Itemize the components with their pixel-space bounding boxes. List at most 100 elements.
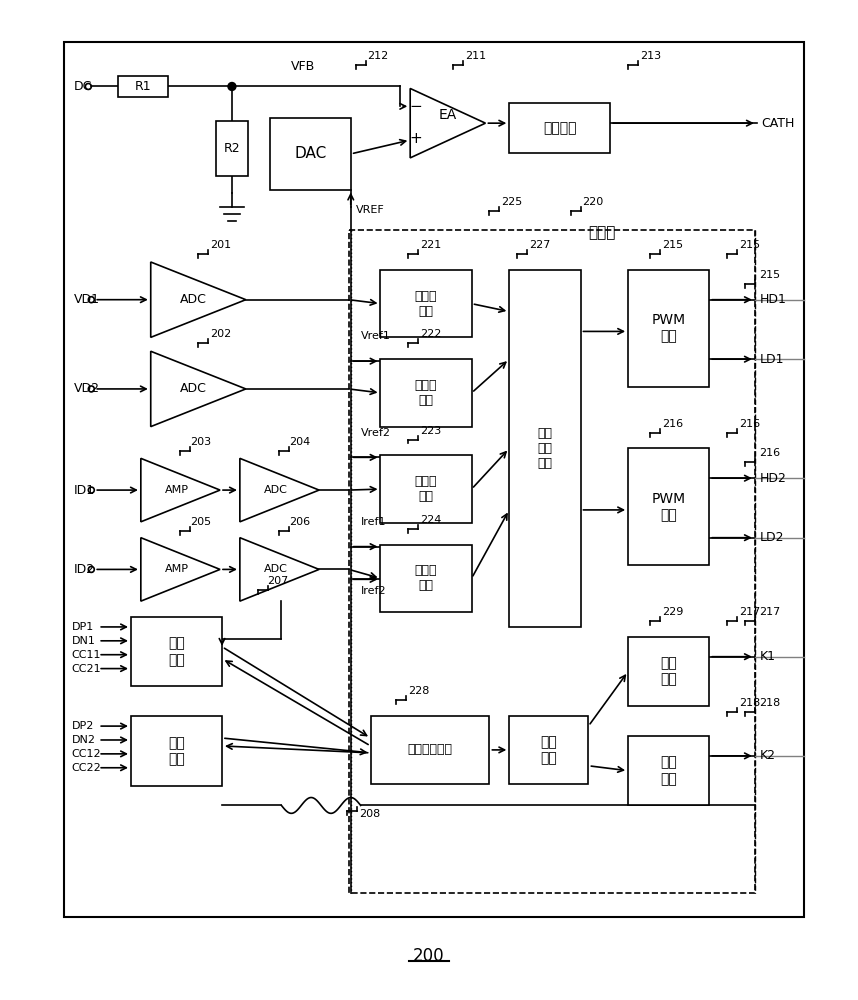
Bar <box>63 42 804 916</box>
Text: CATH: CATH <box>762 117 795 130</box>
Text: ADC: ADC <box>180 382 207 395</box>
Bar <box>628 448 710 565</box>
Bar <box>371 716 489 784</box>
Text: 216: 216 <box>758 448 780 458</box>
Text: 212: 212 <box>367 51 389 61</box>
Text: HD2: HD2 <box>759 472 787 485</box>
Text: VD1: VD1 <box>74 293 100 306</box>
Text: 220: 220 <box>583 197 604 207</box>
Text: 协议
接口: 协议 接口 <box>168 736 184 766</box>
Text: 201: 201 <box>210 240 232 250</box>
Text: 环路补偿: 环路补偿 <box>543 121 577 135</box>
Text: ADC: ADC <box>263 485 287 495</box>
Text: EA: EA <box>438 108 457 122</box>
Text: 218: 218 <box>758 698 780 708</box>
Bar <box>628 736 710 805</box>
Text: 203: 203 <box>190 437 211 447</box>
Text: DN1: DN1 <box>71 636 95 646</box>
Text: R2: R2 <box>224 142 240 155</box>
Bar <box>131 716 222 786</box>
Text: 218: 218 <box>739 698 760 708</box>
Text: 207: 207 <box>268 576 289 586</box>
Bar <box>509 103 610 153</box>
Text: 控制器: 控制器 <box>589 225 616 240</box>
Bar <box>380 359 472 427</box>
Text: Iref1: Iref1 <box>360 517 386 527</box>
Text: VD2: VD2 <box>74 382 100 395</box>
Text: Iref2: Iref2 <box>360 586 386 596</box>
Text: ADC: ADC <box>180 293 207 306</box>
Text: 比较器
模块: 比较器 模块 <box>414 379 438 407</box>
Text: 比较器
模块: 比较器 模块 <box>414 475 438 503</box>
Text: −: − <box>410 99 422 114</box>
Text: Vref1: Vref1 <box>360 331 390 341</box>
Text: 开关
驱动: 开关 驱动 <box>661 656 677 687</box>
Bar <box>118 76 167 97</box>
Text: 228: 228 <box>408 686 430 696</box>
Text: AMP: AMP <box>165 564 189 574</box>
Bar <box>131 617 222 686</box>
Text: 协议通信计算: 协议通信计算 <box>408 743 452 756</box>
Bar <box>509 716 589 784</box>
Text: 215: 215 <box>739 240 760 250</box>
Text: 开关
驱动: 开关 驱动 <box>661 756 677 786</box>
Text: 208: 208 <box>359 809 380 819</box>
Text: 脉宽
调制
运算: 脉宽 调制 运算 <box>537 427 553 470</box>
Bar <box>380 545 472 612</box>
Text: PWM
驱动: PWM 驱动 <box>651 313 686 344</box>
Text: ID2: ID2 <box>74 563 94 576</box>
Circle shape <box>228 83 236 90</box>
Text: ID1: ID1 <box>74 484 94 497</box>
Text: 222: 222 <box>420 329 442 339</box>
Text: 229: 229 <box>662 607 683 617</box>
Text: AMP: AMP <box>165 485 189 495</box>
Text: 224: 224 <box>420 515 442 525</box>
Bar <box>628 270 710 387</box>
Text: 211: 211 <box>465 51 486 61</box>
Text: DC: DC <box>74 80 92 93</box>
Text: 205: 205 <box>190 517 211 527</box>
Text: LD1: LD1 <box>759 353 784 366</box>
Text: Vref2: Vref2 <box>360 428 390 438</box>
Text: 比较器
模块: 比较器 模块 <box>414 564 438 592</box>
Text: 216: 216 <box>739 419 760 429</box>
Text: 223: 223 <box>420 426 441 436</box>
Text: DAC: DAC <box>294 146 326 161</box>
Text: K1: K1 <box>759 650 776 663</box>
Text: K2: K2 <box>759 749 776 762</box>
Text: 协议
接口: 协议 接口 <box>168 637 184 667</box>
Text: HD1: HD1 <box>759 293 787 306</box>
Text: 213: 213 <box>640 51 661 61</box>
Text: 217: 217 <box>739 607 760 617</box>
Text: 215: 215 <box>758 270 780 280</box>
Text: 202: 202 <box>210 329 232 339</box>
Text: CC22: CC22 <box>71 763 101 773</box>
Text: 开关
控制: 开关 控制 <box>541 735 557 765</box>
Text: R1: R1 <box>135 80 151 93</box>
Text: CC12: CC12 <box>71 749 101 759</box>
Bar <box>216 121 248 176</box>
Text: 215: 215 <box>662 240 683 250</box>
Bar <box>380 270 472 337</box>
Text: 206: 206 <box>289 517 311 527</box>
Text: 221: 221 <box>420 240 441 250</box>
Bar <box>509 270 581 627</box>
Bar <box>628 637 710 706</box>
Text: CC21: CC21 <box>71 664 101 674</box>
Text: 204: 204 <box>289 437 311 447</box>
Text: PWM
驱动: PWM 驱动 <box>651 492 686 522</box>
Text: 216: 216 <box>662 419 683 429</box>
Bar <box>349 230 755 893</box>
Text: VREF: VREF <box>356 205 384 215</box>
Text: 200: 200 <box>414 947 444 965</box>
Text: 比较器
模块: 比较器 模块 <box>414 290 438 318</box>
Text: 217: 217 <box>758 607 780 617</box>
Text: 227: 227 <box>529 240 550 250</box>
Text: DP2: DP2 <box>71 721 94 731</box>
Bar <box>380 455 472 523</box>
Bar <box>269 118 351 190</box>
Text: 225: 225 <box>501 197 523 207</box>
Text: DP1: DP1 <box>71 622 94 632</box>
Text: VFB: VFB <box>292 60 316 73</box>
Text: LD2: LD2 <box>759 531 784 544</box>
